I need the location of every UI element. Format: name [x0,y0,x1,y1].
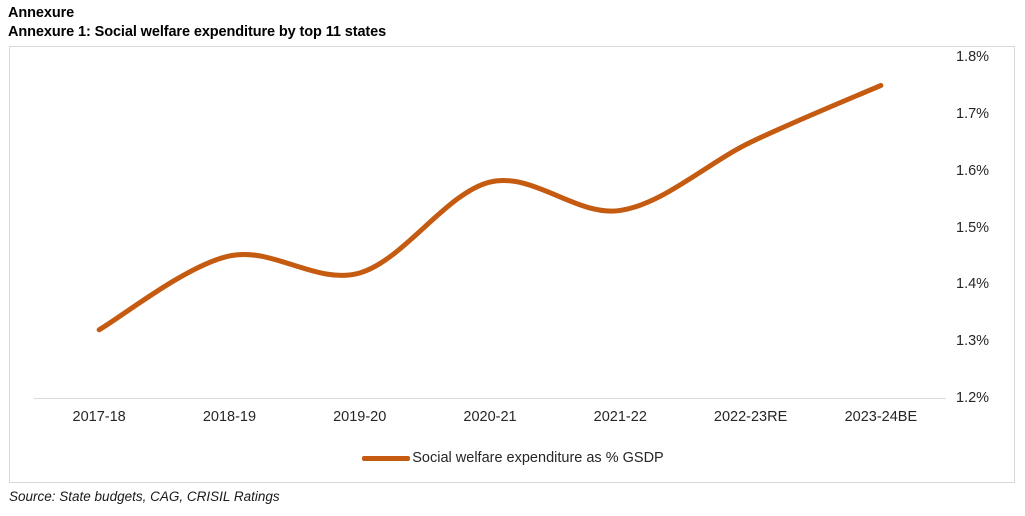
plot-wrapper: 1.2% 1.3% 1.4% 1.5% 1.6% 1.7% 1.8% 2017-18 2018… [10,47,1016,484]
y-axis-tick-label: 1.7% [956,105,990,122]
annexure-label: Annexure [8,5,75,21]
chart-title: Annexure 1: Social welfare expenditure b… [8,24,387,40]
series-line-social-welfare [96,82,884,333]
x-axis-tick-label: 2020-21 [463,409,517,425]
y-axis-tick-label: 1.2% [956,390,990,406]
x-axis-line [34,398,946,399]
x-axis-tick-label: 2017-18 [72,409,126,425]
plot-area [34,57,946,398]
chart-legend: Social welfare expenditure as % GSDP [10,450,1016,466]
y-axis-tick-label: 1.5% [956,219,990,236]
y-axis-tick-labels: 1.2% 1.3% 1.4% 1.5% 1.6% 1.7% 1.8% [956,47,1016,408]
chart-container: 1.2% 1.3% 1.4% 1.5% 1.6% 1.7% 1.8% 2017-18 2018… [9,46,1015,483]
y-axis-tick-label: 1.6% [956,162,990,179]
x-axis-tick-labels: 2017-18 2018-19 2019-20 2020-21 2021-22 2022-… [34,408,946,432]
x-axis-tick-label: 2019-20 [333,409,387,425]
legend-item-label: Social welfare expenditure as % GSDP [412,450,664,466]
y-axis-tick-label: 1.4% [956,276,990,293]
x-axis-tick-label: 2021-22 [593,409,647,425]
legend-item-social-welfare: Social welfare expenditure as % GSDP [362,450,664,466]
heading-block: Annexure Annexure 1: Social welfare expe… [0,0,1025,42]
legend-swatch-icon [362,455,411,461]
y-axis-tick-label: 1.8% [956,49,990,65]
x-axis-tick-label: 2023-24BE [844,409,918,425]
y-axis-tick-label: 1.3% [956,333,990,350]
line-series-svg [96,82,884,333]
x-axis-tick-label: 2022-23RE [713,409,788,425]
x-axis-tick-label: 2018-19 [202,409,257,425]
source-note: Source: State budgets, CAG, CRISIL Ratin… [9,489,280,504]
